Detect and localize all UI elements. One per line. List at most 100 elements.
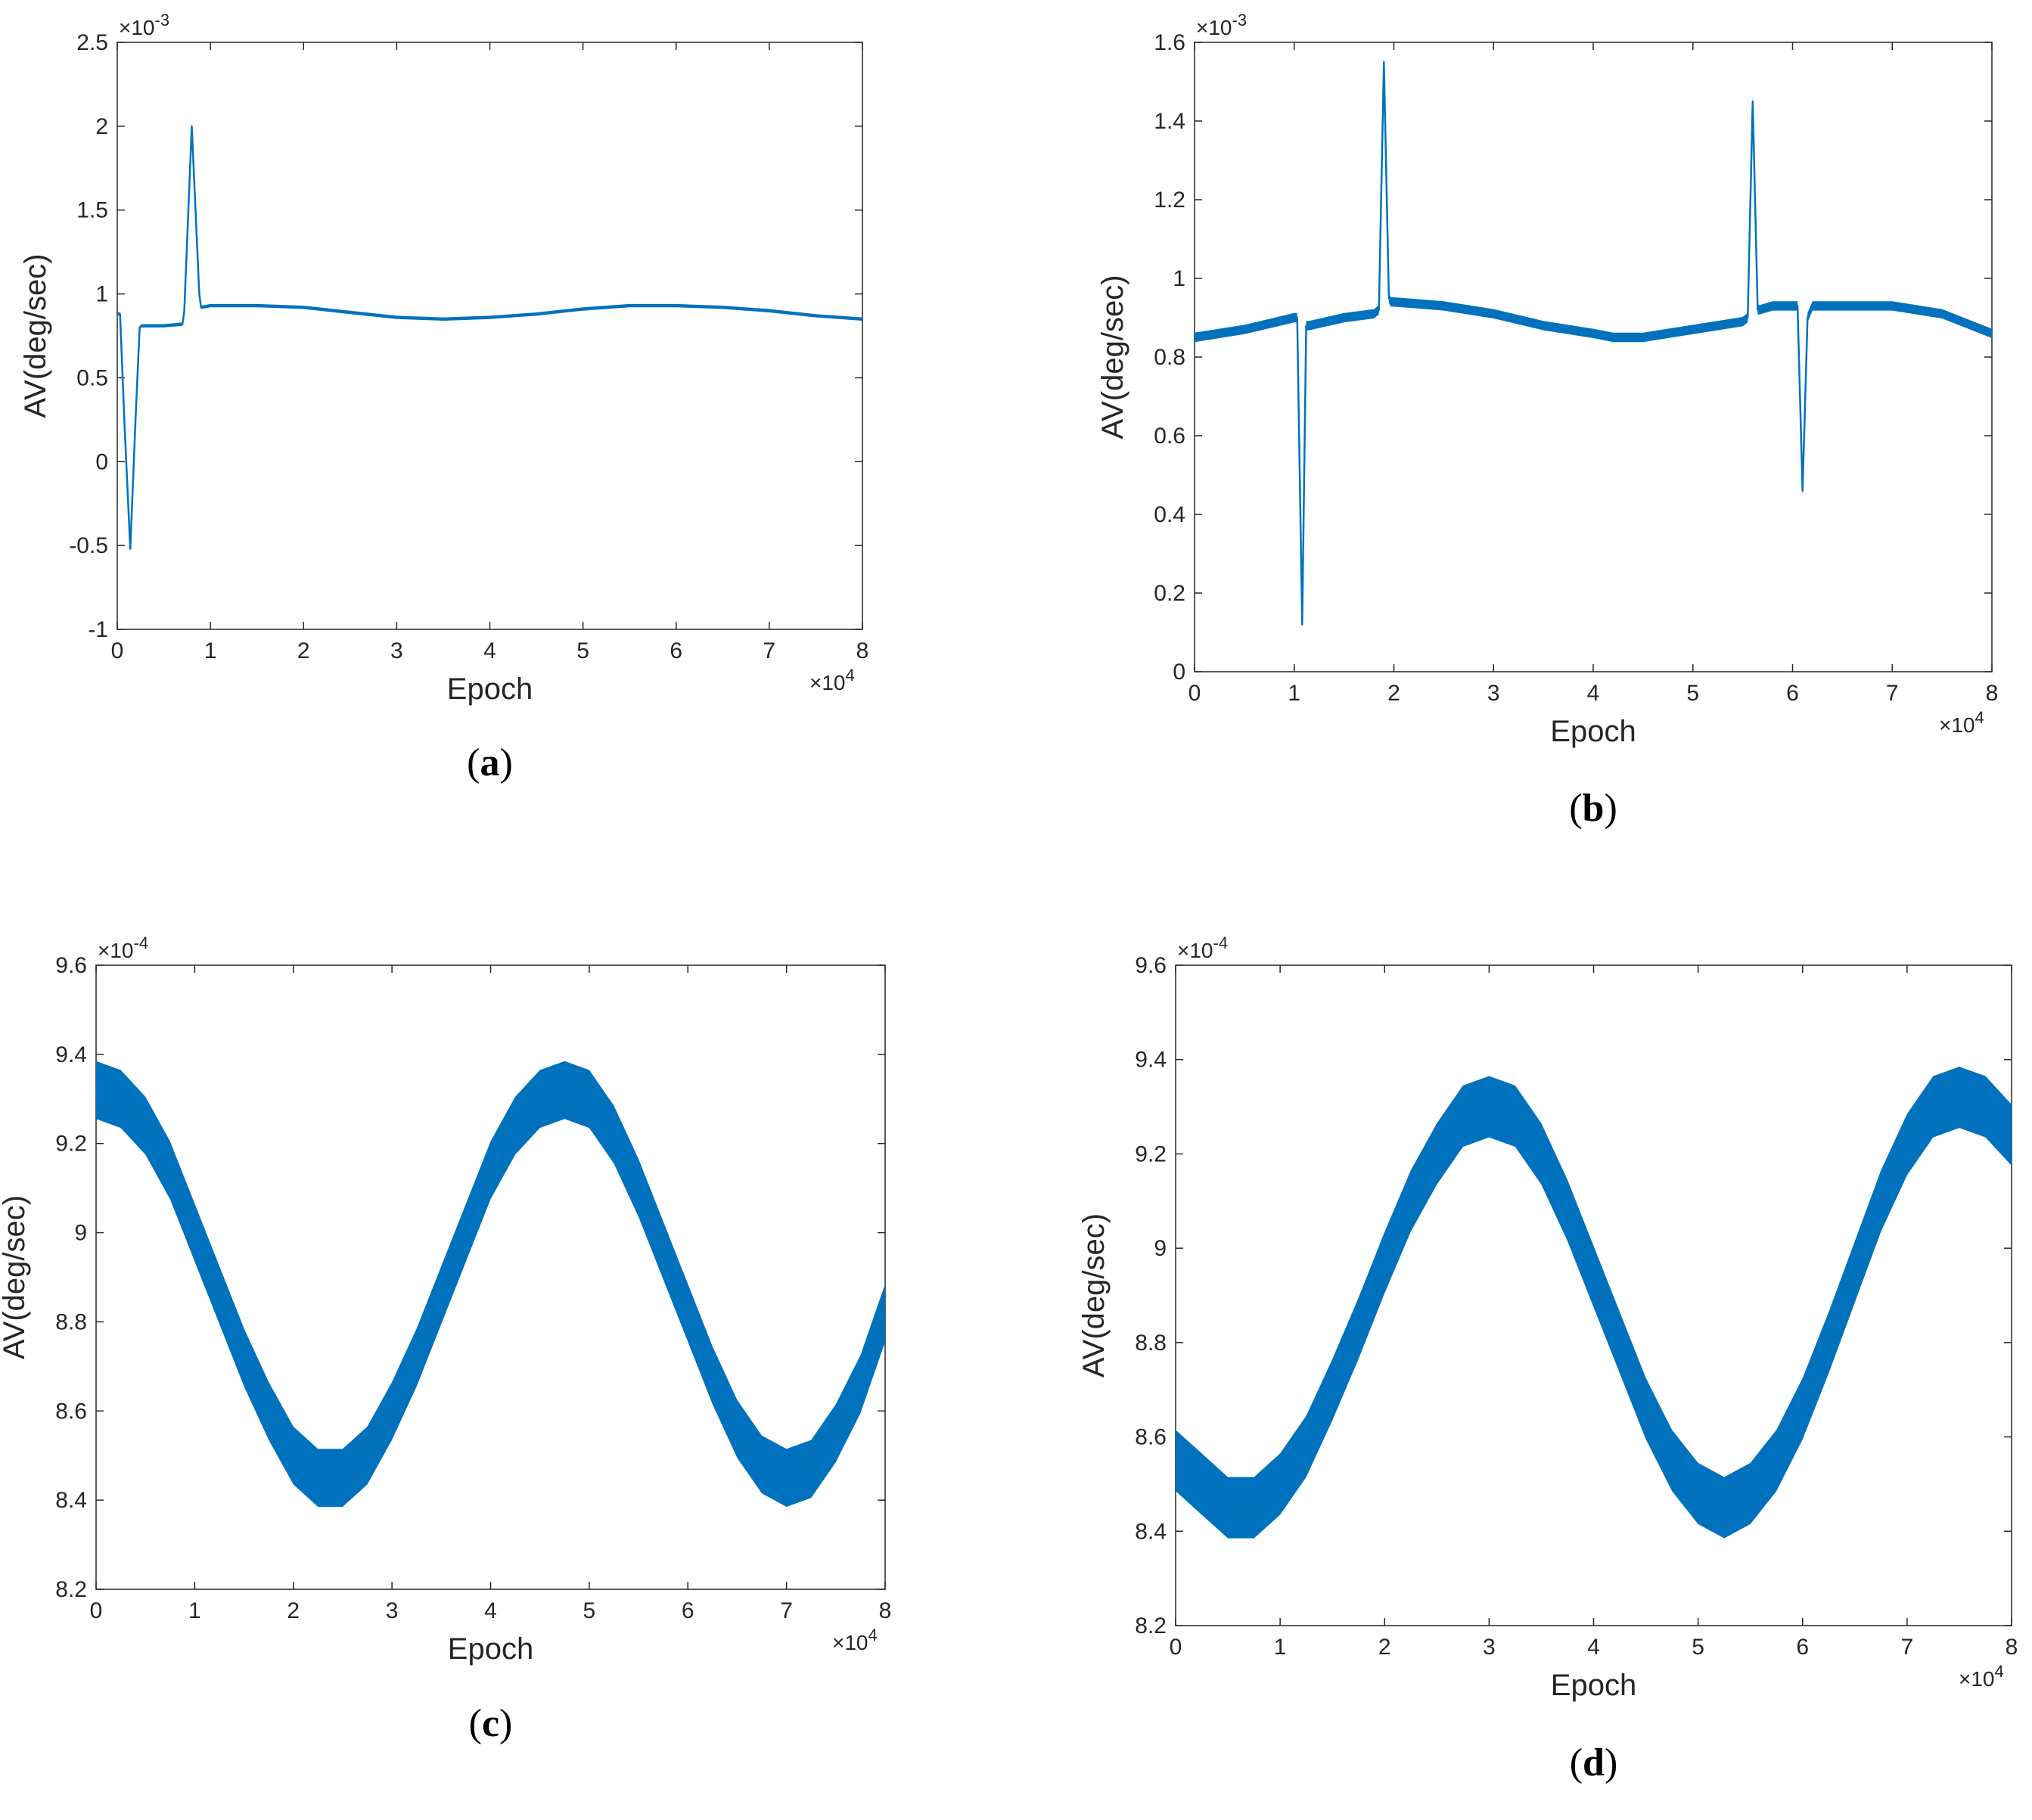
y-axis-label: AV(deg/sec) bbox=[1096, 275, 1129, 439]
y-tick-label: 0 bbox=[95, 449, 108, 474]
x-multiplier: ×104 bbox=[1939, 708, 1984, 737]
y-tick-label: 1.6 bbox=[1154, 30, 1185, 55]
plot-area bbox=[117, 42, 863, 630]
x-tick-label: 4 bbox=[1587, 1635, 1600, 1660]
y-multiplier-base: ×10 bbox=[1196, 16, 1232, 39]
x-multiplier-exp: 4 bbox=[1995, 1662, 2004, 1681]
x-tick-label: 8 bbox=[2006, 1635, 2018, 1660]
y-tick-label: 0.8 bbox=[1154, 345, 1185, 370]
y-multiplier-exp: -3 bbox=[1232, 11, 1247, 30]
y-tick-label: 0.4 bbox=[1154, 502, 1185, 527]
plot-area bbox=[95, 964, 886, 1590]
chart-panel-c: 0 1 2 3 4 5 6 7 88.28.48.68.899.29.49.6×10-4×104… bbox=[0, 933, 891, 1745]
x-tick-label: 6 bbox=[682, 1598, 694, 1623]
x-tick-label: 5 bbox=[1692, 1635, 1704, 1660]
x-tick-label: 8 bbox=[856, 638, 869, 663]
y-tick-label: 9.2 bbox=[55, 1132, 87, 1157]
x-tick-label: 1 bbox=[188, 1598, 201, 1623]
x-tick-label: 2 bbox=[1387, 681, 1400, 706]
y-multiplier: ×10-3 bbox=[1196, 11, 1247, 39]
panel-caption: (b) bbox=[1569, 787, 1617, 830]
x-tick-label: 2 bbox=[297, 638, 310, 663]
series-line bbox=[95, 1089, 887, 1479]
x-tick-label: 7 bbox=[763, 638, 776, 663]
y-tick-label: 0.5 bbox=[76, 365, 108, 390]
x-axis-label: Epoch bbox=[448, 1632, 533, 1666]
panel-caption-letter: c bbox=[482, 1702, 499, 1745]
x-multiplier: ×104 bbox=[832, 1626, 878, 1654]
x-multiplier: ×104 bbox=[809, 666, 855, 694]
y-tick-label: 1 bbox=[95, 282, 108, 307]
y-tick-label: 0 bbox=[1173, 660, 1185, 685]
y-tick-label: 1.2 bbox=[1154, 188, 1185, 213]
y-axis-label: AV(deg/sec) bbox=[1077, 1213, 1111, 1377]
x-tick-label: 1 bbox=[1274, 1635, 1287, 1660]
y-tick-label: 9.4 bbox=[55, 1042, 87, 1067]
y-tick-label: 8.2 bbox=[1135, 1613, 1167, 1638]
x-tick-label: 2 bbox=[1378, 1635, 1391, 1660]
y-tick-label: 8.4 bbox=[55, 1488, 87, 1513]
x-tick-label: 3 bbox=[1487, 681, 1500, 706]
y-tick-label: 8.6 bbox=[55, 1399, 87, 1424]
x-multiplier-exp: 4 bbox=[868, 1626, 878, 1645]
y-tick-label: 9 bbox=[1154, 1236, 1167, 1261]
x-tick-label: 3 bbox=[386, 1598, 399, 1623]
y-tick-label: -1 bbox=[88, 617, 108, 642]
x-tick-label: 2 bbox=[287, 1598, 300, 1623]
series-group bbox=[117, 124, 863, 551]
y-axis-label: AV(deg/sec) bbox=[0, 1195, 31, 1359]
x-tick-label: 5 bbox=[576, 638, 589, 663]
x-tick-label: 3 bbox=[390, 638, 403, 663]
series-group bbox=[1194, 57, 1993, 629]
y-multiplier-exp: -4 bbox=[1213, 933, 1229, 952]
x-tick-label: 7 bbox=[780, 1598, 793, 1623]
x-tick-label: 0 bbox=[90, 1598, 103, 1623]
panel-caption: (c) bbox=[469, 1702, 513, 1745]
y-tick-label: 9.4 bbox=[1135, 1048, 1167, 1073]
x-multiplier-base: ×10 bbox=[809, 671, 846, 694]
series-line bbox=[1175, 1096, 2012, 1509]
x-tick-label: 6 bbox=[1796, 1635, 1809, 1660]
y-tick-label: 1.4 bbox=[1154, 109, 1185, 134]
x-multiplier-base: ×10 bbox=[832, 1631, 868, 1654]
x-axis-label: Epoch bbox=[447, 672, 533, 706]
y-multiplier-base: ×10 bbox=[1177, 939, 1213, 962]
x-tick-label: 4 bbox=[484, 1598, 497, 1623]
y-multiplier-exp: -4 bbox=[134, 933, 149, 952]
y-tick-label: 9 bbox=[74, 1221, 87, 1246]
y-tick-label: 9.6 bbox=[1135, 953, 1167, 978]
plot-area bbox=[1194, 42, 1993, 672]
x-tick-label: 1 bbox=[1288, 681, 1300, 706]
panel-caption: (d) bbox=[1570, 1741, 1618, 1784]
x-multiplier-base: ×10 bbox=[1959, 1667, 1995, 1691]
y-multiplier-base: ×10 bbox=[119, 16, 155, 39]
x-multiplier: ×104 bbox=[1959, 1662, 2004, 1691]
x-tick-label: 3 bbox=[1483, 1635, 1496, 1660]
x-tick-label: 1 bbox=[204, 638, 217, 663]
y-tick-label: 8.4 bbox=[1135, 1519, 1167, 1544]
x-tick-label: 4 bbox=[1587, 681, 1600, 706]
y-tick-label: 0.2 bbox=[1154, 581, 1185, 606]
panel-caption-letter: a bbox=[480, 741, 500, 784]
series-group bbox=[1175, 1067, 2012, 1539]
x-tick-label: 0 bbox=[1170, 1635, 1182, 1660]
y-multiplier: ×10-3 bbox=[119, 11, 169, 39]
x-multiplier-base: ×10 bbox=[1939, 713, 1975, 737]
x-tick-label: 8 bbox=[1986, 681, 1999, 706]
x-multiplier-exp: 4 bbox=[1975, 708, 1984, 727]
x-tick-label: 0 bbox=[1188, 681, 1201, 706]
series-noise-band bbox=[96, 1061, 885, 1507]
series-line bbox=[1194, 61, 1993, 626]
panel-caption: (a) bbox=[467, 741, 513, 784]
x-tick-label: 5 bbox=[1686, 681, 1699, 706]
y-axis-label: AV(deg/sec) bbox=[19, 253, 52, 418]
y-multiplier: ×10-4 bbox=[98, 933, 148, 962]
chart-panel-d: 0 1 2 3 4 5 6 7 88.28.48.68.899.29.49.6×10-4×104… bbox=[1077, 933, 2018, 1784]
y-multiplier-exp: -3 bbox=[155, 11, 170, 30]
x-tick-label: 7 bbox=[1886, 681, 1899, 706]
series-group bbox=[95, 1061, 887, 1507]
chart-panel-b: 0 1 2 3 4 5 6 7 800.20.40.60.811.21.41.6×10-3×10… bbox=[1096, 11, 1999, 830]
x-axis-label: Epoch bbox=[1551, 1669, 1636, 1702]
y-tick-label: -0.5 bbox=[69, 533, 108, 558]
y-tick-label: 0.6 bbox=[1154, 424, 1185, 449]
